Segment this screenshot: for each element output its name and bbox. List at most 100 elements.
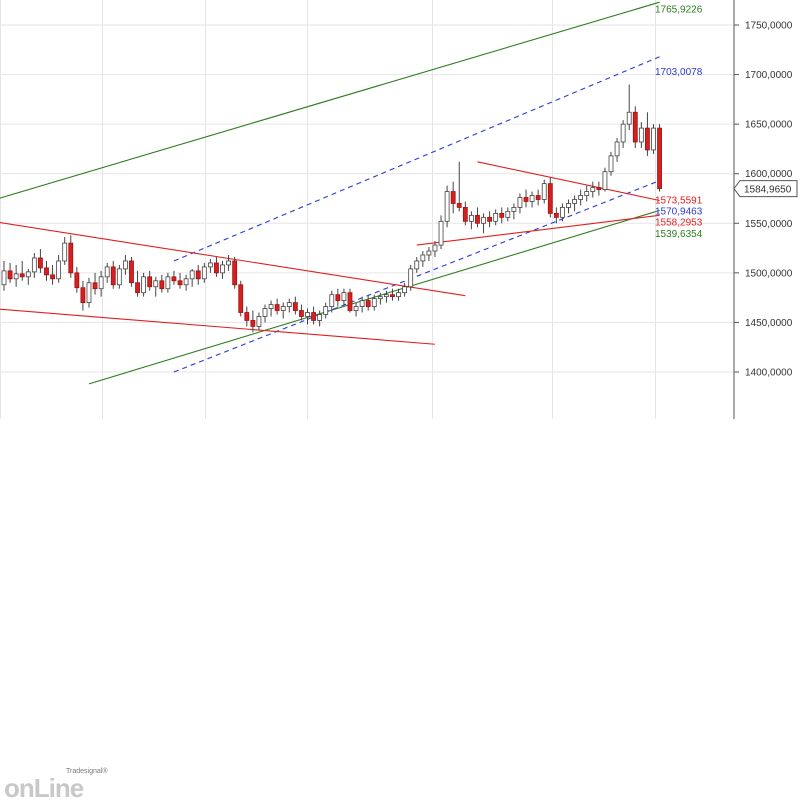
candle-body: [396, 292, 401, 298]
candle-up: [262, 304, 268, 323]
candle-down: [299, 304, 304, 321]
candle-body: [547, 183, 553, 214]
candle-body: [584, 191, 590, 196]
candle-body: [535, 195, 541, 200]
candle-body: [626, 111, 632, 125]
candle-up: [268, 300, 274, 317]
candle-up: [256, 312, 262, 331]
candle-body: [238, 284, 244, 313]
candle-body: [177, 280, 183, 286]
candle-body: [359, 300, 365, 307]
price-chart: 1400,0000 1450,0000 1500,0000 1550,0000 1600…: [0, 0, 798, 419]
candle-body: [56, 260, 62, 280]
candle-down: [645, 112, 650, 156]
candle-down: [462, 201, 468, 226]
level-labels: 1765,9226 1703,0078 1573,55911570,94631558…: [655, 5, 703, 240]
candle-body: [487, 216, 493, 222]
trendline: [173, 180, 660, 373]
candle-up: [493, 209, 499, 226]
candle-body: [207, 262, 213, 268]
candle-down: [19, 260, 25, 281]
candle-body: [74, 272, 80, 289]
candle-up: [620, 120, 626, 148]
candle-body: [183, 278, 189, 286]
trendlines: [0, 1, 660, 385]
candle-up: [396, 288, 401, 301]
candles: [1, 84, 662, 333]
candle-up: [220, 260, 225, 279]
candle-up: [420, 251, 426, 267]
candle-body: [147, 276, 153, 288]
candle-body: [353, 306, 359, 311]
candle-body: [645, 127, 650, 151]
candle-down: [195, 264, 201, 285]
candle-down: [50, 264, 55, 285]
candle-body: [614, 141, 620, 157]
candle-body: [305, 312, 310, 317]
candle-body: [135, 282, 140, 294]
candle-down: [80, 280, 86, 311]
candle-body: [341, 292, 347, 302]
candle-up: [226, 255, 231, 271]
candle-body: [98, 276, 104, 290]
axis-tick-label: 1400,0000: [745, 368, 793, 379]
candle-up: [566, 199, 571, 214]
candle-body: [384, 294, 389, 298]
level-label: 1573,5591: [655, 195, 703, 206]
candle-up: [614, 138, 620, 162]
candle-body: [553, 212, 559, 218]
candle-body: [438, 220, 444, 246]
candle-down: [523, 189, 529, 208]
candle-body: [159, 280, 165, 290]
candle-up: [560, 203, 565, 222]
candle-body: [129, 260, 134, 284]
axis-tick-label: 1500,0000: [745, 268, 793, 279]
candle-body: [171, 276, 177, 282]
candle-down: [110, 260, 116, 289]
candle-down: [232, 256, 238, 289]
candle-up: [517, 193, 523, 214]
candle-up: [572, 195, 577, 212]
candle-up: [323, 302, 329, 319]
candle-body: [529, 195, 535, 202]
candle-body: [426, 250, 432, 256]
candle-down: [177, 272, 183, 289]
candle-down: [487, 211, 493, 228]
candle-up: [529, 191, 535, 208]
candle-body: [38, 257, 43, 269]
candle-down: [292, 296, 298, 315]
candle-body: [195, 270, 201, 280]
candle-body: [286, 302, 292, 307]
candle-body: [377, 296, 383, 300]
candle-up: [444, 185, 450, 228]
candle-body: [329, 294, 335, 307]
candle-body: [80, 287, 86, 304]
candle-down: [38, 249, 43, 273]
candle-body: [244, 312, 250, 321]
candle-down: [547, 177, 553, 218]
candle-body: [62, 242, 68, 262]
candle-up: [31, 253, 37, 278]
candle-body: [402, 286, 408, 294]
axis-tick-label: 1650,0000: [745, 120, 793, 131]
candle-down: [44, 260, 49, 281]
candle-body: [1, 270, 7, 286]
candle-up: [359, 296, 365, 313]
candle-body: [560, 207, 565, 218]
candle-body: [468, 214, 474, 222]
axis-tick-label: 1700,0000: [745, 70, 793, 81]
candle-body: [165, 276, 171, 290]
candle-down: [92, 272, 98, 295]
candle-up: [104, 262, 110, 283]
candle-down: [365, 294, 371, 311]
candle-up: [468, 211, 474, 230]
candle-body: [292, 302, 298, 311]
candle-body: [505, 210, 511, 218]
candle-body: [220, 264, 225, 274]
candle-body: [268, 304, 274, 309]
candle-up: [481, 213, 486, 234]
candle-up: [438, 215, 444, 250]
candle-body: [153, 280, 159, 288]
candle-body: [31, 257, 37, 273]
candle-down: [450, 181, 456, 214]
